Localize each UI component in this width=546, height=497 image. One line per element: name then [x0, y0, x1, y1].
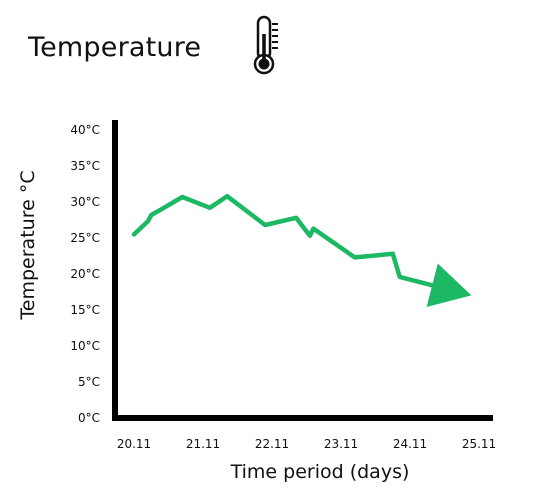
y-tick-label: 30°C	[70, 195, 100, 209]
x-tick-label: 21.11	[186, 437, 220, 451]
y-tick-label: 35°C	[70, 159, 100, 173]
x-axis-ticks: 20.11 21.11 22.11 23.11 24.11 25.11	[117, 437, 496, 451]
x-tick-label: 25.11	[462, 437, 496, 451]
thermometer-icon	[253, 15, 278, 75]
x-axis-label: Time period (days)	[230, 461, 410, 483]
x-tick-label: 22.11	[255, 437, 289, 451]
y-tick-label: 40°C	[70, 123, 100, 137]
series-line	[131, 193, 472, 308]
y-tick-label: 25°C	[70, 231, 100, 245]
y-axis-ticks: 0°C 5°C 10°C 15°C 20°C 25°C 30°C 35°C 40°C	[70, 123, 100, 425]
x-tick-label: 23.11	[324, 437, 358, 451]
x-tick-label: 24.11	[393, 437, 427, 451]
y-axis-label: Temperature °C	[17, 170, 39, 320]
page-title: Temperature	[28, 31, 202, 63]
x-tick-label: 20.11	[117, 437, 151, 451]
y-tick-label: 0°C	[78, 411, 100, 425]
y-tick-label: 10°C	[70, 339, 100, 353]
title-row: Temperature	[28, 22, 201, 72]
y-tick-label: 15°C	[70, 303, 100, 317]
y-tick-label: 20°C	[70, 267, 100, 281]
y-tick-label: 5°C	[78, 375, 100, 389]
